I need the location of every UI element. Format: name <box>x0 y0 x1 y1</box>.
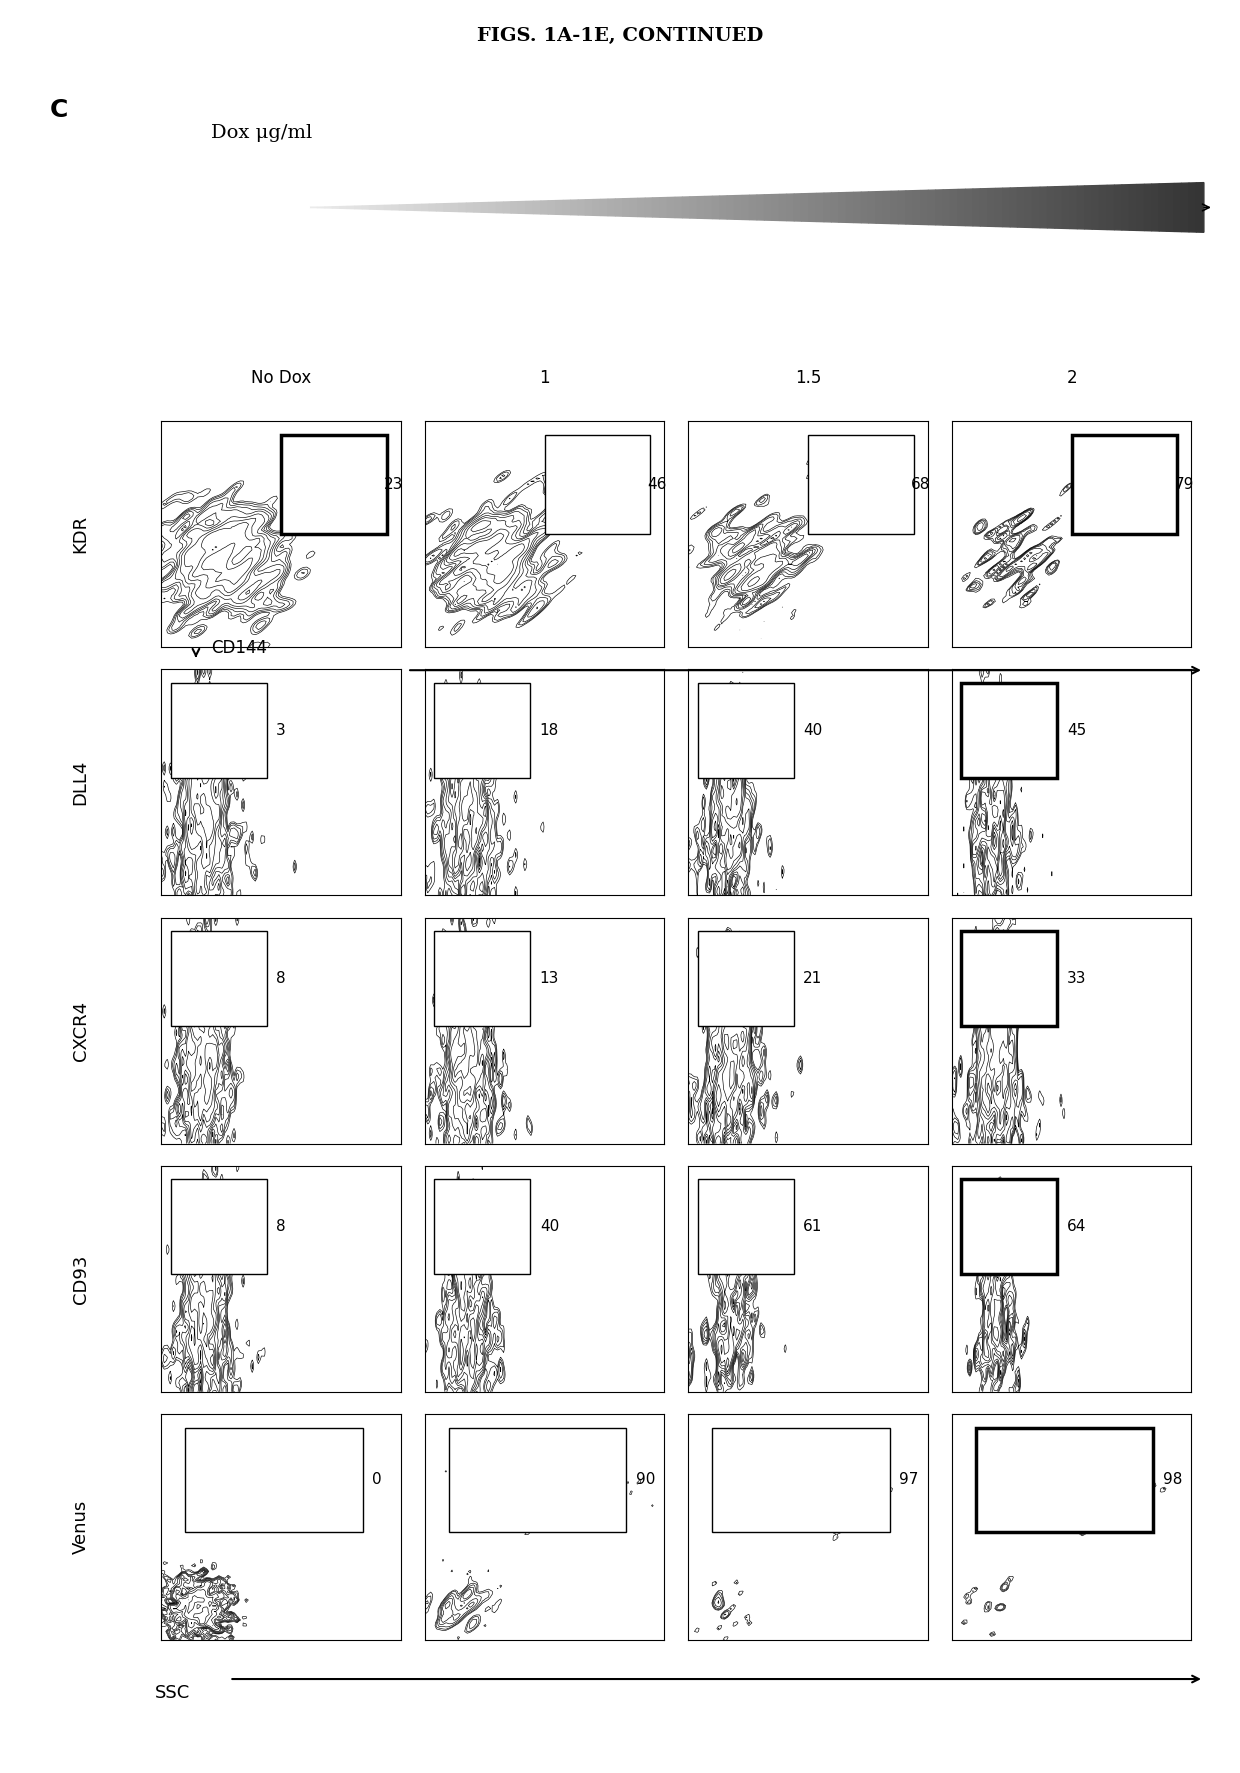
Text: DLL4: DLL4 <box>72 761 89 805</box>
Text: 3: 3 <box>277 723 286 738</box>
Text: 45: 45 <box>1066 723 1086 738</box>
Text: CXCR4: CXCR4 <box>72 1000 89 1060</box>
Text: 0: 0 <box>372 1472 382 1488</box>
Bar <box>961 1179 1058 1275</box>
Bar <box>698 931 794 1027</box>
Bar <box>171 931 267 1027</box>
Text: 8: 8 <box>277 1220 286 1234</box>
Text: 2: 2 <box>1066 369 1076 387</box>
Text: 8: 8 <box>277 972 286 986</box>
Text: 1: 1 <box>539 369 549 387</box>
Text: 64: 64 <box>1066 1220 1086 1234</box>
Text: 68: 68 <box>911 477 930 493</box>
Bar <box>434 683 531 778</box>
Bar <box>1071 434 1177 534</box>
Text: 61: 61 <box>804 1220 822 1234</box>
Text: 1.5: 1.5 <box>795 369 821 387</box>
Text: C: C <box>50 98 68 122</box>
Bar <box>171 1179 267 1275</box>
Text: No Dox: No Dox <box>250 369 311 387</box>
Bar <box>449 1427 626 1532</box>
Bar <box>434 931 531 1027</box>
Bar <box>434 1179 531 1275</box>
Bar <box>185 1427 362 1532</box>
Text: 79: 79 <box>1174 477 1194 493</box>
Text: 18: 18 <box>539 723 559 738</box>
Text: 23: 23 <box>384 477 403 493</box>
Bar <box>712 1427 889 1532</box>
Text: CD93: CD93 <box>72 1254 89 1303</box>
Bar <box>698 1179 794 1275</box>
Text: 21: 21 <box>804 972 822 986</box>
Text: 46: 46 <box>647 477 667 493</box>
Text: SSC: SSC <box>155 1684 190 1702</box>
Text: Dox μg/ml: Dox μg/ml <box>211 124 312 142</box>
Bar <box>961 683 1058 778</box>
Text: CD144: CD144 <box>211 638 267 656</box>
Bar <box>544 434 650 534</box>
Bar <box>976 1427 1153 1532</box>
Text: 33: 33 <box>1066 972 1086 986</box>
Text: 98: 98 <box>1163 1472 1182 1488</box>
Text: KDR: KDR <box>72 516 89 553</box>
Text: Venus: Venus <box>72 1500 89 1555</box>
Text: 97: 97 <box>899 1472 919 1488</box>
Text: 90: 90 <box>636 1472 655 1488</box>
Bar <box>808 434 914 534</box>
Bar <box>698 683 794 778</box>
Bar <box>961 931 1058 1027</box>
Text: 13: 13 <box>539 972 559 986</box>
Text: 40: 40 <box>804 723 822 738</box>
Text: 40: 40 <box>539 1220 559 1234</box>
Text: FIGS. 1A-1E, CONTINUED: FIGS. 1A-1E, CONTINUED <box>477 27 763 44</box>
Bar <box>281 434 387 534</box>
Bar <box>171 683 267 778</box>
